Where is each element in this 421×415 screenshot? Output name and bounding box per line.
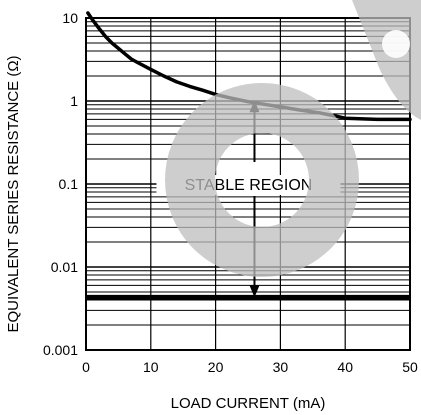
y-axis-tick-labels: 0.001 0.01 0.1 1 10 xyxy=(43,10,78,358)
plot-frame xyxy=(85,17,411,351)
y-tick-label: 0.001 xyxy=(43,342,78,358)
x-tick-label: 0 xyxy=(82,359,90,375)
x-tick-label: 50 xyxy=(402,359,418,375)
watermark-ring xyxy=(165,83,359,277)
x-tick-label: 30 xyxy=(273,359,289,375)
watermark-hole xyxy=(382,30,410,58)
y-tick-label: 10 xyxy=(62,10,78,26)
watermark-logo xyxy=(165,0,421,277)
x-tick-label: 10 xyxy=(143,359,159,375)
x-axis-title: LOAD CURRENT (mA) xyxy=(171,395,326,412)
y-tick-label: 1 xyxy=(70,93,78,109)
x-tick-label: 40 xyxy=(337,359,353,375)
x-axis-tick-labels: 0 10 20 30 40 50 xyxy=(82,359,418,375)
arrow-down-head xyxy=(249,285,260,298)
watermark-shape xyxy=(352,0,421,120)
y-tick-label: 0.01 xyxy=(51,259,78,275)
stable-region-label: STABLE REGION xyxy=(185,177,313,194)
y-tick-label: 0.1 xyxy=(59,176,79,192)
x-tick-label: 20 xyxy=(208,359,224,375)
y-axis-title: EQUIVALENT SERIES RESISTANCE (Ω) xyxy=(5,55,22,332)
